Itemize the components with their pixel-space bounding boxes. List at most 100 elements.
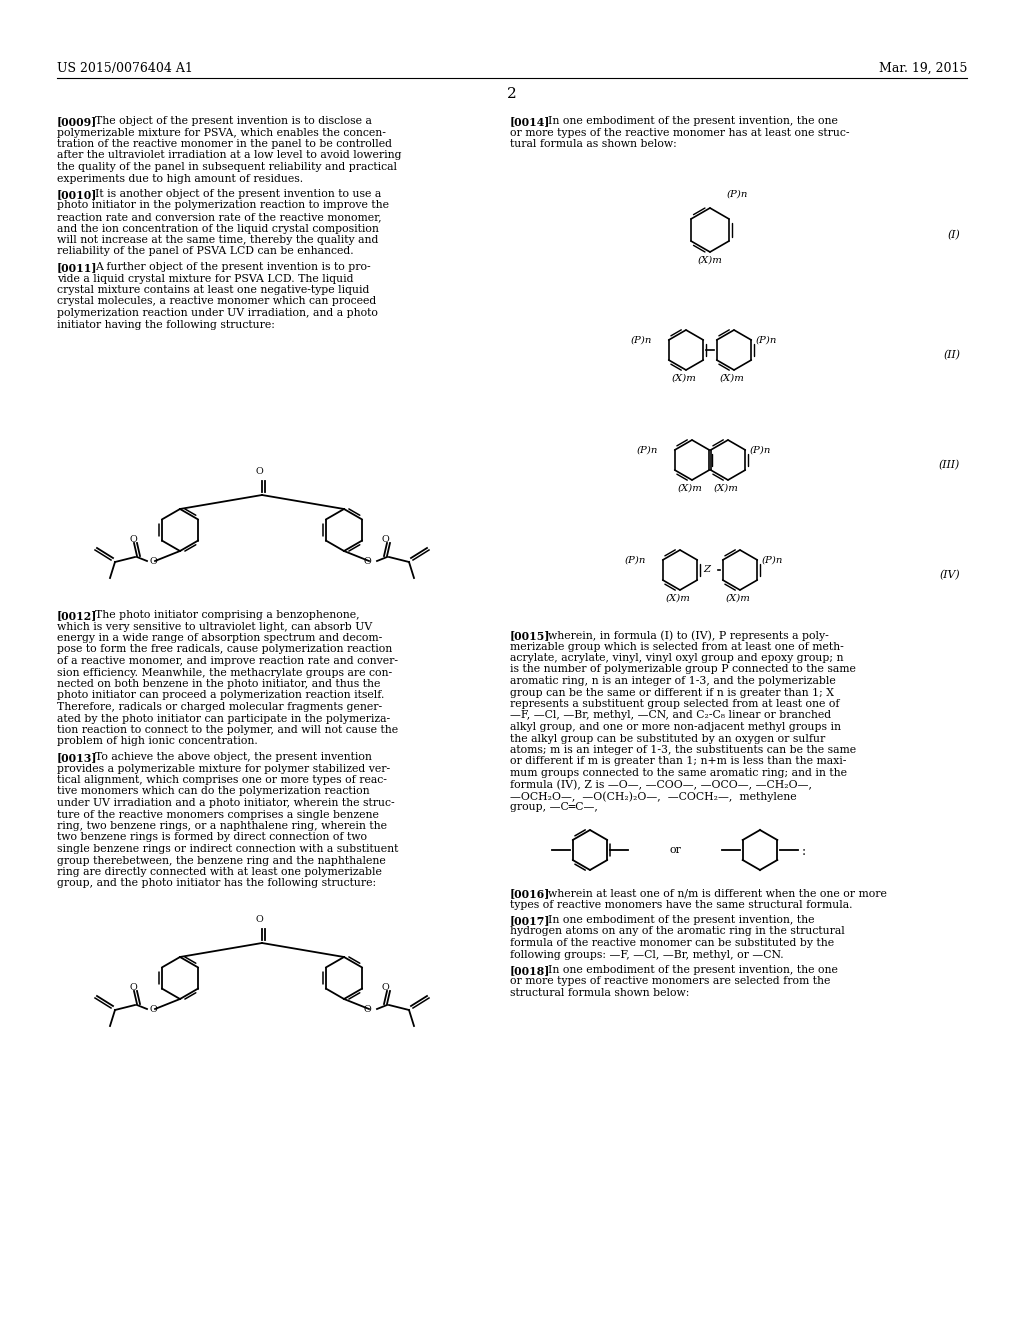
Text: O: O (129, 535, 137, 544)
Text: tration of the reactive monomer in the panel to be controlled: tration of the reactive monomer in the p… (57, 139, 392, 149)
Text: after the ultraviolet irradiation at a low level to avoid lowering: after the ultraviolet irradiation at a l… (57, 150, 401, 161)
Text: (II): (II) (943, 350, 961, 360)
Text: represents a substituent group selected from at least one of: represents a substituent group selected … (510, 700, 840, 709)
Text: O: O (129, 983, 137, 993)
Text: the alkyl group can be substituted by an oxygen or sulfur: the alkyl group can be substituted by an… (510, 734, 825, 743)
Text: Z: Z (703, 565, 710, 574)
Text: aromatic ring, n is an integer of 1-3, and the polymerizable: aromatic ring, n is an integer of 1-3, a… (510, 676, 836, 686)
Text: mum groups connected to the same aromatic ring; and in the: mum groups connected to the same aromati… (510, 768, 847, 777)
Text: tive monomers which can do the polymerization reaction: tive monomers which can do the polymeriz… (57, 787, 370, 796)
Text: [0011]: [0011] (57, 261, 97, 273)
Text: ated by the photo initiator can participate in the polymeriza-: ated by the photo initiator can particip… (57, 714, 390, 723)
Text: pose to form the free radicals, cause polymerization reaction: pose to form the free radicals, cause po… (57, 644, 392, 655)
Text: single benzene rings or indirect connection with a substituent: single benzene rings or indirect connect… (57, 843, 398, 854)
Text: (III): (III) (939, 459, 961, 470)
Text: provides a polymerizable mixture for polymer stabilized ver-: provides a polymerizable mixture for pol… (57, 763, 390, 774)
Text: (P)n: (P)n (625, 556, 646, 565)
Text: To achieve the above object, the present invention: To achieve the above object, the present… (95, 752, 372, 762)
Text: crystal molecules, a reactive monomer which can proceed: crystal molecules, a reactive monomer wh… (57, 297, 376, 306)
Text: The photo initiator comprising a benzophenone,: The photo initiator comprising a benzoph… (95, 610, 359, 620)
Text: (P)n: (P)n (631, 337, 652, 345)
Text: structural formula shown below:: structural formula shown below: (510, 987, 689, 998)
Text: In one embodiment of the present invention, the one: In one embodiment of the present inventi… (548, 116, 838, 125)
Text: photo initiator can proceed a polymerization reaction itself.: photo initiator can proceed a polymeriza… (57, 690, 384, 701)
Text: O: O (364, 1005, 372, 1014)
Text: In one embodiment of the present invention, the: In one embodiment of the present inventi… (548, 915, 814, 925)
Text: nected on both benzene in the photo initiator, and thus the: nected on both benzene in the photo init… (57, 678, 380, 689)
Text: experiments due to high amount of residues.: experiments due to high amount of residu… (57, 173, 303, 183)
Text: Therefore, radicals or charged molecular fragments gener-: Therefore, radicals or charged molecular… (57, 702, 382, 711)
Text: under UV irradiation and a photo initiator, wherein the struc-: under UV irradiation and a photo initiat… (57, 799, 394, 808)
Text: two benzene rings is formed by direct connection of two: two benzene rings is formed by direct co… (57, 833, 367, 842)
Text: [0009]: [0009] (57, 116, 97, 127)
Text: group, —C═C—,: group, —C═C—, (510, 803, 598, 813)
Text: O: O (382, 983, 390, 993)
Text: [0014]: [0014] (510, 116, 550, 127)
Text: crystal mixture contains at least one negative-type liquid: crystal mixture contains at least one ne… (57, 285, 370, 294)
Text: (P)n: (P)n (637, 446, 658, 455)
Text: (P)n: (P)n (750, 446, 771, 455)
Text: In one embodiment of the present invention, the one: In one embodiment of the present inventi… (548, 965, 838, 975)
Text: It is another object of the present invention to use a: It is another object of the present inve… (95, 189, 381, 199)
Text: O: O (255, 915, 263, 924)
Text: or more types of reactive monomers are selected from the: or more types of reactive monomers are s… (510, 977, 830, 986)
Text: —OCH₂O—,  —O(CH₂)₂O—,  —COCH₂—,  methylene: —OCH₂O—, —O(CH₂)₂O—, —COCH₂—, methylene (510, 791, 797, 801)
Text: hydrogen atoms on any of the aromatic ring in the structural: hydrogen atoms on any of the aromatic ri… (510, 927, 845, 936)
Text: A further object of the present invention is to pro-: A further object of the present inventio… (95, 261, 371, 272)
Text: alkyl group, and one or more non-adjacent methyl groups in: alkyl group, and one or more non-adjacen… (510, 722, 841, 733)
Text: [0013]: [0013] (57, 752, 97, 763)
Text: wherein, in formula (I) to (IV), P represents a poly-: wherein, in formula (I) to (IV), P repre… (548, 630, 828, 640)
Text: and the ion concentration of the liquid crystal composition: and the ion concentration of the liquid … (57, 223, 379, 234)
Text: or different if m is greater than 1; n+m is less than the maxi-: or different if m is greater than 1; n+m… (510, 756, 847, 767)
Text: O: O (382, 535, 390, 544)
Text: (X)m: (X)m (672, 374, 697, 383)
Text: formula (IV), Z is —O—, —COO—, —OCO—, —CH₂O—,: formula (IV), Z is —O—, —COO—, —OCO—, —C… (510, 780, 812, 789)
Text: (P)n: (P)n (727, 190, 749, 199)
Text: following groups: —F, —Cl, —Br, methyl, or —CN.: following groups: —F, —Cl, —Br, methyl, … (510, 949, 783, 960)
Text: (X)m: (X)m (666, 594, 691, 603)
Text: —F, —Cl, —Br, methyl, —CN, and C₂-C₈ linear or branched: —F, —Cl, —Br, methyl, —CN, and C₂-C₈ lin… (510, 710, 831, 721)
Text: ring are directly connected with at least one polymerizable: ring are directly connected with at leas… (57, 867, 382, 876)
Text: or more types of the reactive monomer has at least one struc-: or more types of the reactive monomer ha… (510, 128, 850, 137)
Text: [0017]: [0017] (510, 915, 551, 927)
Text: (X)m: (X)m (714, 484, 739, 492)
Text: reliability of the panel of PSVA LCD can be enhanced.: reliability of the panel of PSVA LCD can… (57, 247, 353, 256)
Text: [0010]: [0010] (57, 189, 97, 201)
Text: :: : (802, 845, 806, 858)
Text: (P)n: (P)n (762, 556, 783, 565)
Text: tion reaction to connect to the polymer, and will not cause the: tion reaction to connect to the polymer,… (57, 725, 398, 735)
Text: The object of the present invention is to disclose a: The object of the present invention is t… (95, 116, 372, 125)
Text: (X)m: (X)m (720, 374, 744, 383)
Text: tical alignment, which comprises one or more types of reac-: tical alignment, which comprises one or … (57, 775, 387, 785)
Text: group can be the same or different if n is greater than 1; X: group can be the same or different if n … (510, 688, 834, 697)
Text: merizable group which is selected from at least one of meth-: merizable group which is selected from a… (510, 642, 844, 652)
Text: which is very sensitive to ultraviolet light, can absorb UV: which is very sensitive to ultraviolet l… (57, 622, 373, 631)
Text: O: O (150, 557, 158, 566)
Text: US 2015/0076404 A1: US 2015/0076404 A1 (57, 62, 193, 75)
Text: ture of the reactive monomers comprises a single benzene: ture of the reactive monomers comprises … (57, 809, 379, 820)
Text: (X)m: (X)m (678, 484, 702, 492)
Text: (I): (I) (947, 230, 961, 240)
Text: the quality of the panel in subsequent reliability and practical: the quality of the panel in subsequent r… (57, 162, 397, 172)
Text: O: O (255, 467, 263, 477)
Text: [0016]: [0016] (510, 888, 550, 899)
Text: sion efficiency. Meanwhile, the methacrylate groups are con-: sion efficiency. Meanwhile, the methacry… (57, 668, 392, 677)
Text: atoms; m is an integer of 1-3, the substituents can be the same: atoms; m is an integer of 1-3, the subst… (510, 744, 856, 755)
Text: group, and the photo initiator has the following structure:: group, and the photo initiator has the f… (57, 879, 376, 888)
Text: ring, two benzene rings, or a naphthalene ring, wherein the: ring, two benzene rings, or a naphthalen… (57, 821, 387, 832)
Text: photo initiator in the polymerization reaction to improve the: photo initiator in the polymerization re… (57, 201, 389, 210)
Text: (IV): (IV) (939, 570, 961, 581)
Text: tural formula as shown below:: tural formula as shown below: (510, 139, 677, 149)
Text: polymerizable mixture for PSVA, which enables the concen-: polymerizable mixture for PSVA, which en… (57, 128, 386, 137)
Text: or: or (669, 845, 681, 855)
Text: wherein at least one of n/m is different when the one or more: wherein at least one of n/m is different… (548, 888, 887, 898)
Text: formula of the reactive monomer can be substituted by the: formula of the reactive monomer can be s… (510, 939, 835, 948)
Text: (X)m: (X)m (698, 256, 723, 265)
Text: initiator having the following structure:: initiator having the following structure… (57, 319, 274, 330)
Text: [0018]: [0018] (510, 965, 550, 975)
Text: types of reactive monomers have the same structural formula.: types of reactive monomers have the same… (510, 899, 853, 909)
Text: [0015]: [0015] (510, 630, 551, 642)
Text: reaction rate and conversion rate of the reactive monomer,: reaction rate and conversion rate of the… (57, 213, 382, 222)
Text: Mar. 19, 2015: Mar. 19, 2015 (879, 62, 967, 75)
Text: 2: 2 (507, 87, 517, 102)
